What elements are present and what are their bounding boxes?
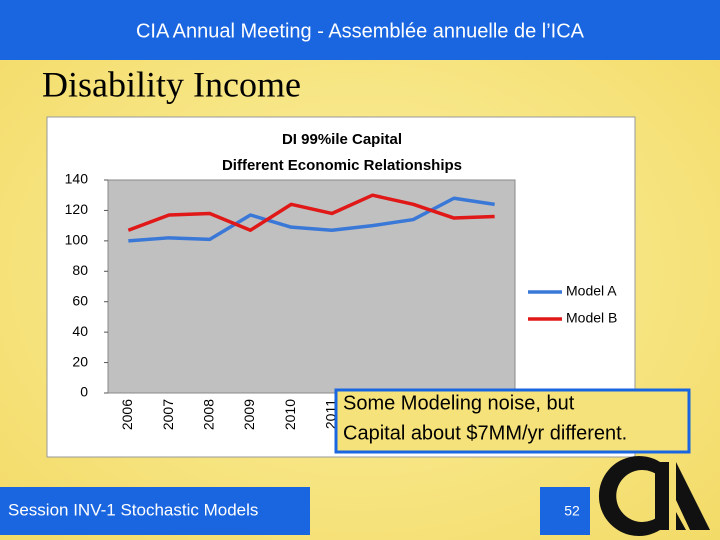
chart-title: DI 99%ile Capital [282,131,402,148]
legend-label: Model B [566,310,617,326]
y-tick-label: 20 [72,353,88,369]
header: CIA Annual Meeting - Assemblée annuelle … [136,20,585,42]
x-tick-label: 2009 [241,399,257,430]
y-tick-label: 40 [72,323,88,339]
x-tick-label: 2007 [160,399,176,430]
slide-title: Disability Income [42,64,301,104]
plot-area [107,179,516,394]
y-tick-label: 140 [65,171,89,187]
page-number-box [540,487,590,535]
footer: Session INV-1 Stochastic Models [8,500,258,519]
y-tick-label: 120 [65,201,89,217]
line [128,196,495,243]
chart-title: Different Economic Relationships [222,157,462,174]
annotation: Capital about $7MM/yr different. [343,422,627,444]
annotation: Some Modeling noise, but [343,392,575,414]
line [127,193,495,232]
page-number: 52 [564,503,580,519]
y-tick-label: 80 [72,262,88,278]
x-tick-label: 2006 [119,399,135,430]
legend-label: Model A [566,283,617,299]
logo [598,456,710,536]
header-bar [0,0,720,60]
y-tick-label: 100 [65,232,89,248]
x-tick-label: 2008 [200,399,216,430]
x-tick-label: 2010 [282,399,298,430]
y-tick-label: 60 [72,292,88,308]
y-tick-label: 0 [80,384,88,400]
footer-bar [0,487,310,535]
annotation-box [334,388,691,454]
